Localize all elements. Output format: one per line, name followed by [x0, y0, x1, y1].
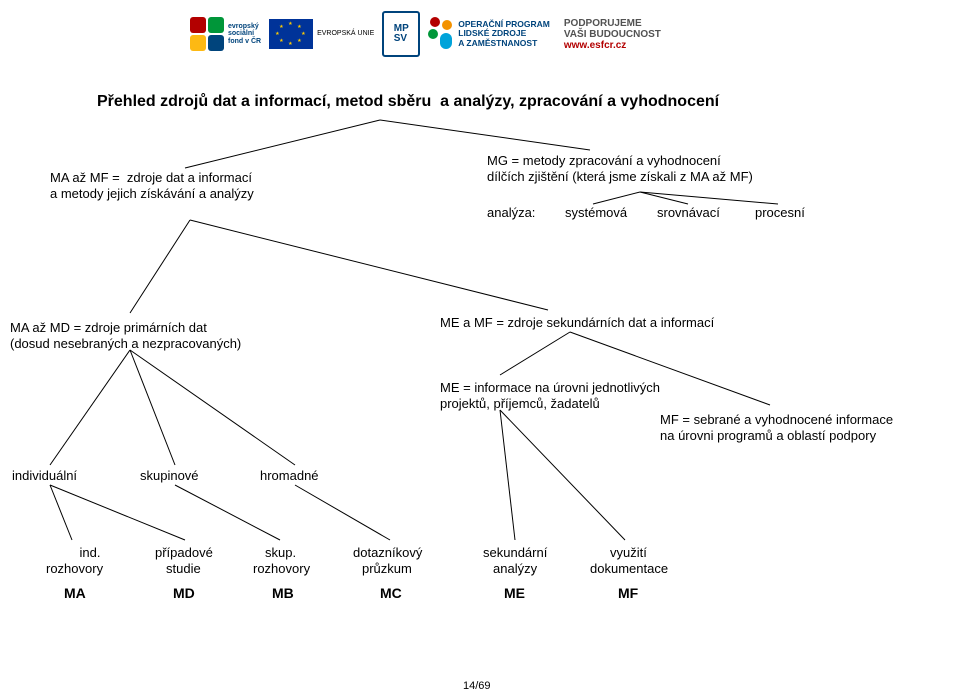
- mf-l2: na úrovni programů a oblastí podpory: [660, 428, 876, 444]
- leaf-d-l2: průzkum: [362, 561, 412, 577]
- leaf-c-code: MB: [272, 585, 294, 602]
- l2-right-heading: ME a MF = zdroje sekundárních dat a info…: [440, 315, 714, 331]
- leaf-b-l1: případové: [155, 545, 213, 561]
- leaf-e-l2: analýzy: [493, 561, 537, 577]
- me-l1: ME = informace na úrovni jednotlivých: [440, 380, 660, 396]
- mf-l1: MF = sebrané a vyhodnocené informace: [660, 412, 893, 428]
- leaf-c-l2: rozhovory: [253, 561, 310, 577]
- oplzz-caption: OPERAČNÍ PROGRAM LIDSKÉ ZDROJE A ZAMĚSTN…: [458, 20, 550, 48]
- leaf-e-l1: sekundární: [483, 545, 547, 561]
- leaf-d-code: MC: [380, 585, 402, 602]
- l1-right-l2: dílčích zjištění (která jsme získali z M…: [487, 169, 753, 185]
- mpsv-icon: MPSV: [382, 11, 420, 57]
- analyza-label: analýza:: [487, 205, 535, 221]
- leaf-d-l1: dotazníkový: [353, 545, 422, 561]
- leaf-f-l2: dokumentace: [590, 561, 668, 577]
- l1-left-l2: a metody jejich získávání a analýzy: [50, 186, 254, 202]
- header-logos: evropský sociální fond v ČR ★ ★ ★ ★ ★ ★ …: [190, 5, 770, 63]
- logo-op-lzz: OPERAČNÍ PROGRAM LIDSKÉ ZDROJE A ZAMĚSTN…: [428, 17, 550, 51]
- leaf-a-l2: rozhovory: [46, 561, 103, 577]
- esf-caption: evropský sociální fond v ČR: [228, 23, 261, 45]
- l3-c: hromadné: [260, 468, 319, 484]
- leaf-a-l1: ind.: [60, 545, 120, 561]
- l2-left-l1: MA až MD = zdroje primárních dat: [10, 320, 207, 336]
- page-number: 14/69: [463, 680, 491, 693]
- leaf-f-code: MF: [618, 585, 638, 602]
- leaf-b-l2: studie: [166, 561, 201, 577]
- l3-b: skupinové: [140, 468, 199, 484]
- l1-right-l1: MG = metody zpracování a vyhodnocení: [487, 153, 721, 169]
- eu-caption: EVROPSKÁ UNIE: [317, 30, 374, 37]
- esf-icon: [190, 17, 224, 51]
- logo-eu: ★ ★ ★ ★ ★ ★ ★ ★ EVROPSKÁ UNIE: [269, 19, 374, 49]
- analyza-c: procesní: [755, 205, 805, 221]
- oplzz-icon: [428, 17, 454, 51]
- page-title: Přehled zdrojů dat a informací, metod sb…: [97, 92, 719, 111]
- leaf-f-l1: využití: [610, 545, 647, 561]
- support-caption: PODPORUJEME VAŠI BUDOUCNOST www.esfcr.cz: [564, 18, 661, 51]
- logo-esf: evropský sociální fond v ČR: [190, 17, 261, 51]
- me-l2: projektů, příjemců, žadatelů: [440, 396, 600, 412]
- leaf-e-code: ME: [504, 585, 525, 602]
- l3-a: individuální: [12, 468, 77, 484]
- l1-left-l1: MA až MF = zdroje dat a informací: [50, 170, 252, 186]
- eu-flag-icon: ★ ★ ★ ★ ★ ★ ★ ★: [269, 19, 313, 49]
- page: evropský sociální fond v ČR ★ ★ ★ ★ ★ ★ …: [0, 0, 960, 697]
- l2-left-l2: (dosud nesebraných a nezpracovaných): [10, 336, 241, 352]
- analyza-b: srovnávací: [657, 205, 720, 221]
- leaf-b-code: MD: [173, 585, 195, 602]
- analyza-a: systémová: [565, 205, 627, 221]
- logo-mpsv: MPSV: [382, 11, 420, 57]
- leaf-a-code: MA: [64, 585, 86, 602]
- leaf-c-l1: skup.: [265, 545, 296, 561]
